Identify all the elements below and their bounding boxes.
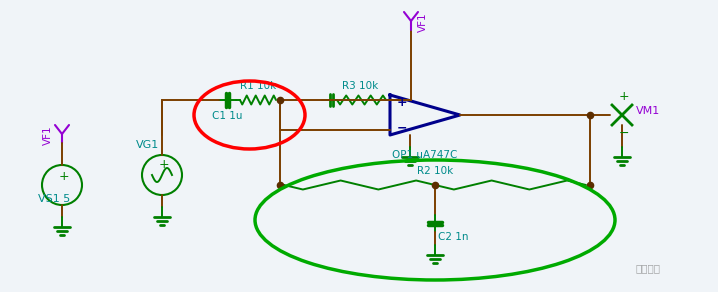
Text: +: + xyxy=(619,91,629,103)
Text: VF1: VF1 xyxy=(43,125,53,145)
Text: 大话硬件: 大话硬件 xyxy=(635,263,661,273)
Text: OP1 uA747C: OP1 uA747C xyxy=(392,150,457,160)
Text: +: + xyxy=(59,171,70,183)
Text: +: + xyxy=(396,95,407,109)
Text: R3 10k: R3 10k xyxy=(342,81,378,91)
Text: VM1: VM1 xyxy=(636,106,661,116)
Text: R1 10k: R1 10k xyxy=(240,81,276,91)
Text: VF1: VF1 xyxy=(418,12,428,32)
Text: VG1: VG1 xyxy=(136,140,159,150)
Text: −: − xyxy=(397,121,407,135)
Text: VS1 5: VS1 5 xyxy=(38,194,70,204)
Text: −: − xyxy=(619,126,629,140)
Text: R2 10k: R2 10k xyxy=(417,166,453,176)
Text: C2 1n: C2 1n xyxy=(438,232,468,242)
Text: +: + xyxy=(159,157,169,171)
Text: C1 1u: C1 1u xyxy=(212,111,242,121)
